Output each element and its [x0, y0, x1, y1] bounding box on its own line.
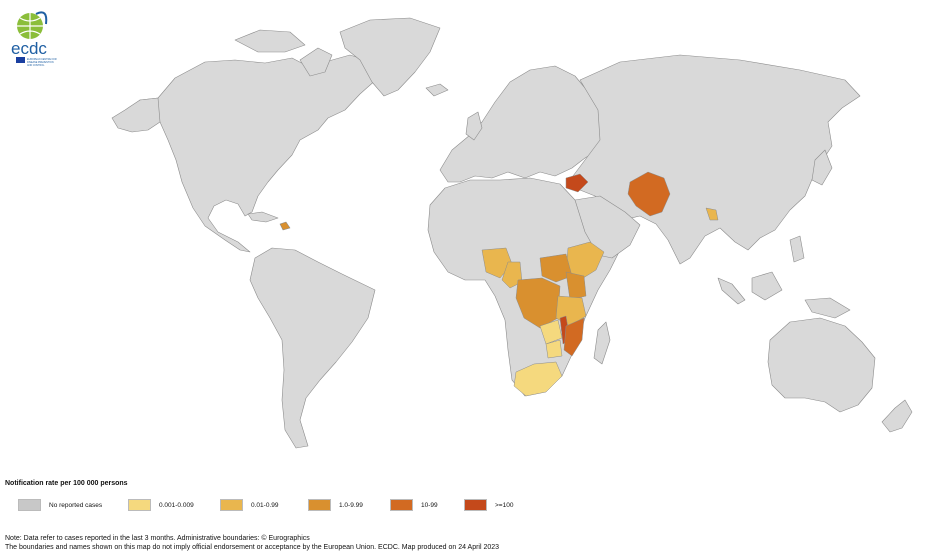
arabian-peninsula: [574, 195, 641, 259]
legend-swatch: [220, 499, 243, 511]
cuba: [247, 211, 279, 223]
europe: [439, 65, 606, 183]
legend-label: 0.01-0.99: [251, 501, 279, 509]
legend-label: >=100: [495, 501, 514, 509]
legend-label: No reported cases: [49, 501, 103, 509]
mozambique: [563, 317, 585, 357]
hispaniola: [279, 221, 291, 231]
legend-item-no-cases: No reported cases: [18, 498, 102, 512]
north-america: [127, 54, 379, 253]
japan: [811, 149, 833, 186]
note-data: Note: Data refer to cases reported in th…: [5, 535, 310, 542]
syria: [565, 173, 589, 193]
world-map: [111, 17, 913, 449]
asia: [569, 54, 861, 265]
legend-item-1: 1.0-9.99: [308, 498, 363, 512]
greenland: [339, 17, 441, 97]
sumatra: [717, 277, 746, 305]
arctic-islands: [234, 29, 306, 53]
afghanistan-pakistan: [627, 171, 671, 217]
legend-label: 10-99: [421, 501, 438, 509]
legend-swatch: [128, 499, 151, 511]
legend-swatch: [390, 499, 413, 511]
legend-label: 1.0-9.99: [339, 501, 363, 509]
zimbabwe: [545, 339, 563, 359]
legend-item-100: >=100: [464, 498, 513, 512]
svg-text:EUROPEAN CENTRE FOR: EUROPEAN CENTRE FOR: [27, 58, 57, 61]
svg-text:DISEASE PREVENTION: DISEASE PREVENTION: [27, 61, 54, 64]
south-sudan-uganda: [539, 253, 573, 283]
new-zealand: [881, 399, 913, 433]
kenya: [565, 271, 587, 301]
legend-swatch: [464, 499, 487, 511]
bangladesh: [705, 207, 719, 221]
new-guinea: [804, 297, 851, 319]
south-africa: [513, 361, 563, 397]
legend-title: Notification rate per 100 000 persons: [5, 480, 128, 487]
zambia: [539, 319, 563, 345]
legend-item-0001: 0.001-0.009: [128, 498, 194, 512]
legend-label: 0.001-0.009: [159, 501, 194, 509]
uk: [465, 111, 483, 141]
baffin-island: [299, 47, 333, 77]
legend-swatch: [308, 499, 331, 511]
iceland: [425, 83, 449, 97]
philippines: [789, 235, 805, 263]
alaska: [111, 97, 161, 133]
borneo: [751, 271, 783, 301]
ecdc-wordmark: ecdc: [11, 39, 47, 58]
ecdc-logo: ecdc EUROPEAN CENTRE FOR DISEASE PREVENT…: [6, 6, 68, 68]
legend-item-001: 0.01-0.99: [220, 498, 278, 512]
madagascar: [593, 321, 611, 365]
note-disclaimer: The boundaries and names shown on this m…: [5, 544, 500, 551]
australia: [767, 317, 876, 413]
cameroon: [501, 261, 523, 289]
south-america: [249, 247, 376, 449]
svg-text:AND CONTROL: AND CONTROL: [27, 64, 45, 67]
ecdc-globe-icon: ecdc EUROPEAN CENTRE FOR DISEASE PREVENT…: [11, 11, 57, 67]
legend-item-10: 10-99: [390, 498, 438, 512]
legend-swatch: [18, 499, 41, 511]
